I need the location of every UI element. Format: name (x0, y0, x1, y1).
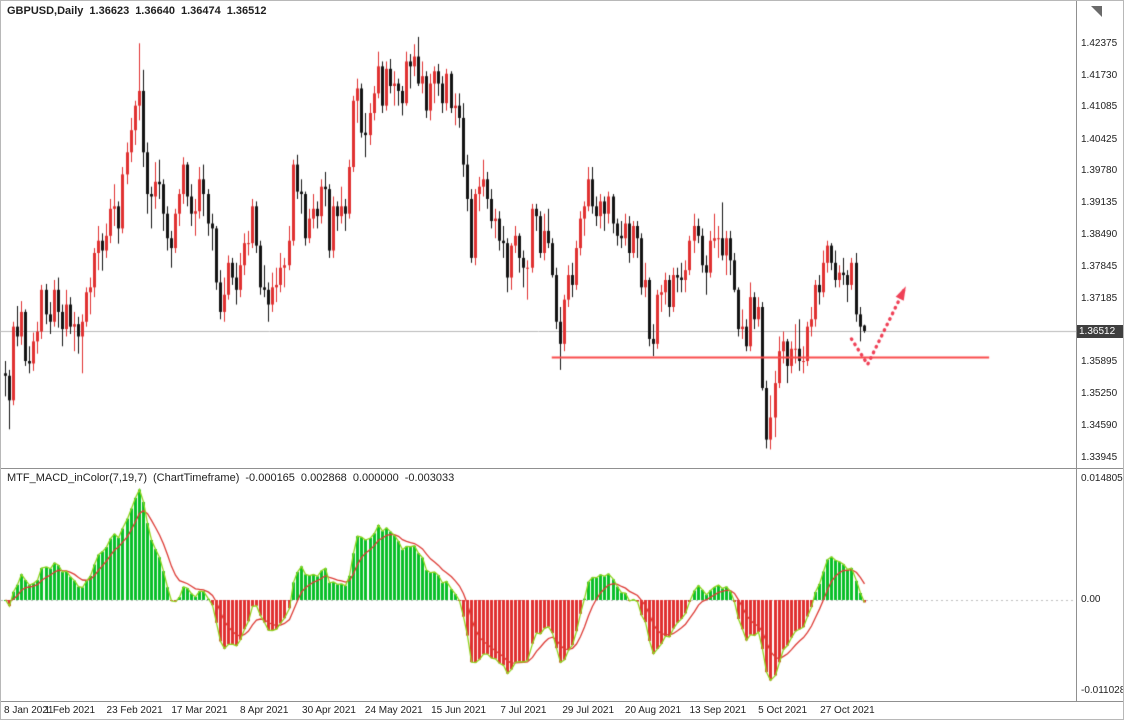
price-axis-separator (1076, 1, 1077, 701)
price-tick-label: 1.33945 (1081, 452, 1118, 464)
time-axis-separator (1, 701, 1123, 702)
macd-zero-label: 0.00 (1081, 594, 1101, 605)
price-tick-label: 1.39780 (1081, 165, 1118, 177)
date-label: 5 Oct 2021 (758, 705, 808, 716)
date-label: 23 Feb 2021 (106, 705, 163, 716)
symbol-timeframe-label: GBPUSD,Daily (7, 5, 84, 17)
ohlc-header: GBPUSD,Daily 1.36623 1.36640 1.36474 1.36512 (7, 5, 272, 17)
price-tick-label: 1.35895 (1081, 356, 1118, 368)
macd-max-label: 0.014805 (1081, 473, 1123, 484)
date-label: 13 Sep 2021 (689, 705, 747, 716)
date-label: 1 Feb 2021 (44, 705, 96, 716)
date-label: 8 Apr 2021 (240, 705, 289, 716)
macd-min-label: -0.011028 (1081, 685, 1124, 696)
open-value: 1.36623 (89, 5, 130, 17)
indicator-header: MTF_MACD_inColor(7,19,7) (ChartTimeframe)… (7, 472, 460, 484)
current-price-badge: 1.36512 (1077, 324, 1123, 338)
price-tick-label: 1.37185 (1081, 292, 1118, 304)
indicator-name: MTF_MACD_inColor(7,19,7) (7, 472, 147, 484)
date-label: 8 Jan 2021 (4, 705, 54, 716)
date-label: 15 Jun 2021 (431, 705, 487, 716)
price-tick-label: 1.35250 (1081, 387, 1118, 399)
price-tick-label: 1.34590 (1081, 420, 1118, 432)
indicator-value: -0.000165 (245, 472, 295, 484)
price-tick-label: 1.38490 (1081, 228, 1118, 240)
indicator-panel-separator (1, 468, 1123, 469)
price-tick-label: 1.40425 (1081, 133, 1118, 145)
price-tick-label: 1.41730 (1081, 69, 1118, 81)
price-chart-canvas[interactable] (1, 1, 1076, 468)
date-label: 24 May 2021 (364, 705, 423, 716)
indicator-value: -0.003033 (404, 472, 455, 484)
date-label: 17 Mar 2021 (171, 705, 228, 716)
date-label: 30 Apr 2021 (302, 705, 356, 716)
macd-canvas[interactable] (1, 469, 1076, 701)
scroll-to-end-button[interactable] (1090, 6, 1102, 18)
price-tick-label: 1.39135 (1081, 197, 1118, 209)
close-value: 1.36512 (226, 5, 267, 17)
low-value: 1.36474 (180, 5, 221, 17)
price-tick-label: 1.42375 (1081, 38, 1118, 50)
price-tick-label: 1.37845 (1081, 260, 1118, 272)
indicator-timeframe: (ChartTimeframe) (152, 472, 240, 484)
date-label: 20 Aug 2021 (624, 705, 682, 716)
chart-shift-icon (1091, 6, 1102, 17)
high-value: 1.36640 (135, 5, 175, 17)
date-label: 27 Oct 2021 (820, 705, 875, 716)
indicator-value: 0.000000 (352, 472, 399, 484)
date-label: 7 Jul 2021 (500, 705, 547, 716)
date-label: 29 Jul 2021 (562, 705, 615, 716)
price-tick-label: 1.41085 (1081, 101, 1118, 113)
indicator-value: 0.002868 (300, 472, 347, 484)
